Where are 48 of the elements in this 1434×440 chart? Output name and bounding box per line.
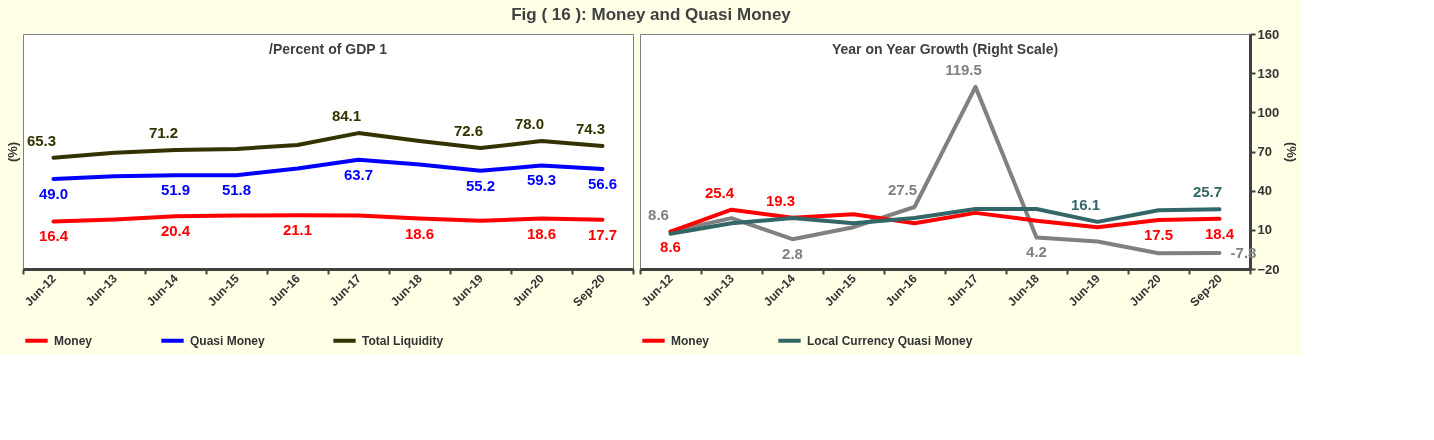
text: Year on Year Growth (Right Scale) bbox=[831, 41, 1059, 57]
data-label: 56.6 bbox=[587, 174, 618, 192]
data-label: 119.5 bbox=[945, 60, 982, 78]
legend-label: Money bbox=[54, 333, 93, 348]
legend-label: Total Liquidity bbox=[362, 333, 444, 348]
y2-tick-label: 160 bbox=[1257, 26, 1280, 42]
legend-label: Quasi Money bbox=[190, 333, 266, 348]
data-label: 55.2 bbox=[465, 176, 496, 194]
data-label: 25.7 bbox=[1192, 183, 1223, 201]
data-label: 72.6 bbox=[453, 122, 484, 140]
data-label: 19.3 bbox=[765, 191, 796, 209]
y2-tick-label: 100 bbox=[1257, 104, 1280, 120]
data-label: 27.5 bbox=[887, 180, 918, 198]
data-label: 16.1 bbox=[1070, 195, 1101, 213]
y2-tick-label: 70 bbox=[1257, 144, 1272, 159]
data-label: 4.2 bbox=[1026, 243, 1047, 261]
data-label: 49.0 bbox=[38, 184, 69, 202]
data-label: 65.3 bbox=[26, 131, 57, 149]
y-axis-title: (%) bbox=[4, 141, 20, 163]
data-label: 8.6 bbox=[648, 205, 669, 223]
data-label: 2.8 bbox=[782, 245, 803, 263]
data-label: 25.4 bbox=[704, 183, 735, 201]
legend-label: Local Currency Quasi Money bbox=[807, 333, 973, 348]
y2-axis-title: (%) bbox=[1283, 141, 1299, 163]
y2-tick-label: 10 bbox=[1257, 222, 1272, 238]
data-label: 18.6 bbox=[404, 224, 435, 242]
data-label: 63.7 bbox=[343, 165, 374, 183]
y2-tick-label: 130 bbox=[1257, 65, 1280, 81]
data-label: 18.4 bbox=[1204, 224, 1235, 242]
y2-tick-label: 40 bbox=[1257, 183, 1272, 199]
data-label: 59.3 bbox=[526, 171, 557, 189]
data-label: 74.3 bbox=[575, 119, 606, 137]
data-label: 21.1 bbox=[282, 221, 313, 239]
data-label: 51.8 bbox=[221, 181, 252, 199]
y2-tick-label: −20 bbox=[1257, 261, 1280, 277]
data-label: 20.4 bbox=[160, 222, 191, 240]
legend-label: Money bbox=[671, 333, 710, 348]
text: /Percent of GDP 1 bbox=[268, 41, 388, 57]
data-label: 17.5 bbox=[1143, 226, 1174, 244]
data-label: 51.9 bbox=[160, 181, 191, 199]
chart-title: Fig ( 16 ): Money and Quasi Money bbox=[511, 4, 792, 24]
data-label: 84.1 bbox=[331, 107, 362, 125]
data-label: 8.6 bbox=[660, 237, 681, 255]
data-label: 78.0 bbox=[514, 115, 545, 133]
data-label: 16.4 bbox=[38, 227, 69, 245]
data-label: 18.6 bbox=[526, 224, 557, 242]
data-label: 71.2 bbox=[148, 123, 179, 141]
data-label: 17.7 bbox=[587, 225, 618, 243]
